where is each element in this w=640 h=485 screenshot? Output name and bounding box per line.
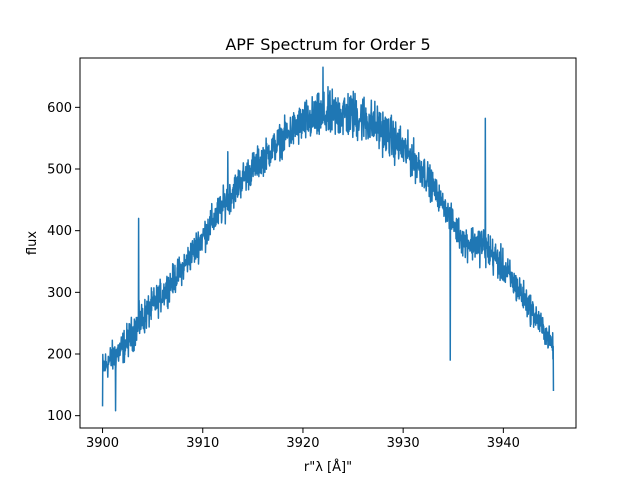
y-axis-label: flux: [25, 231, 40, 255]
x-tick-label: 3900: [86, 436, 119, 451]
y-tick-label: 600: [47, 101, 72, 116]
x-tick-label: 3910: [186, 436, 219, 451]
chart-title: APF Spectrum for Order 5: [225, 35, 430, 54]
y-tick-label: 200: [47, 348, 72, 363]
x-tick-label: 3920: [286, 436, 319, 451]
y-tick-label: 400: [47, 224, 72, 239]
y-tick-label: 500: [47, 163, 72, 178]
y-tick-label: 300: [47, 286, 72, 301]
axes-frame: [79, 57, 577, 429]
spectrum-line: [101, 66, 555, 412]
x-tick-label: 3940: [487, 436, 520, 451]
x-tick-label: 3930: [387, 436, 420, 451]
x-axis-label: r"λ [Å]": [304, 459, 352, 475]
y-tick-label: 100: [47, 409, 72, 424]
